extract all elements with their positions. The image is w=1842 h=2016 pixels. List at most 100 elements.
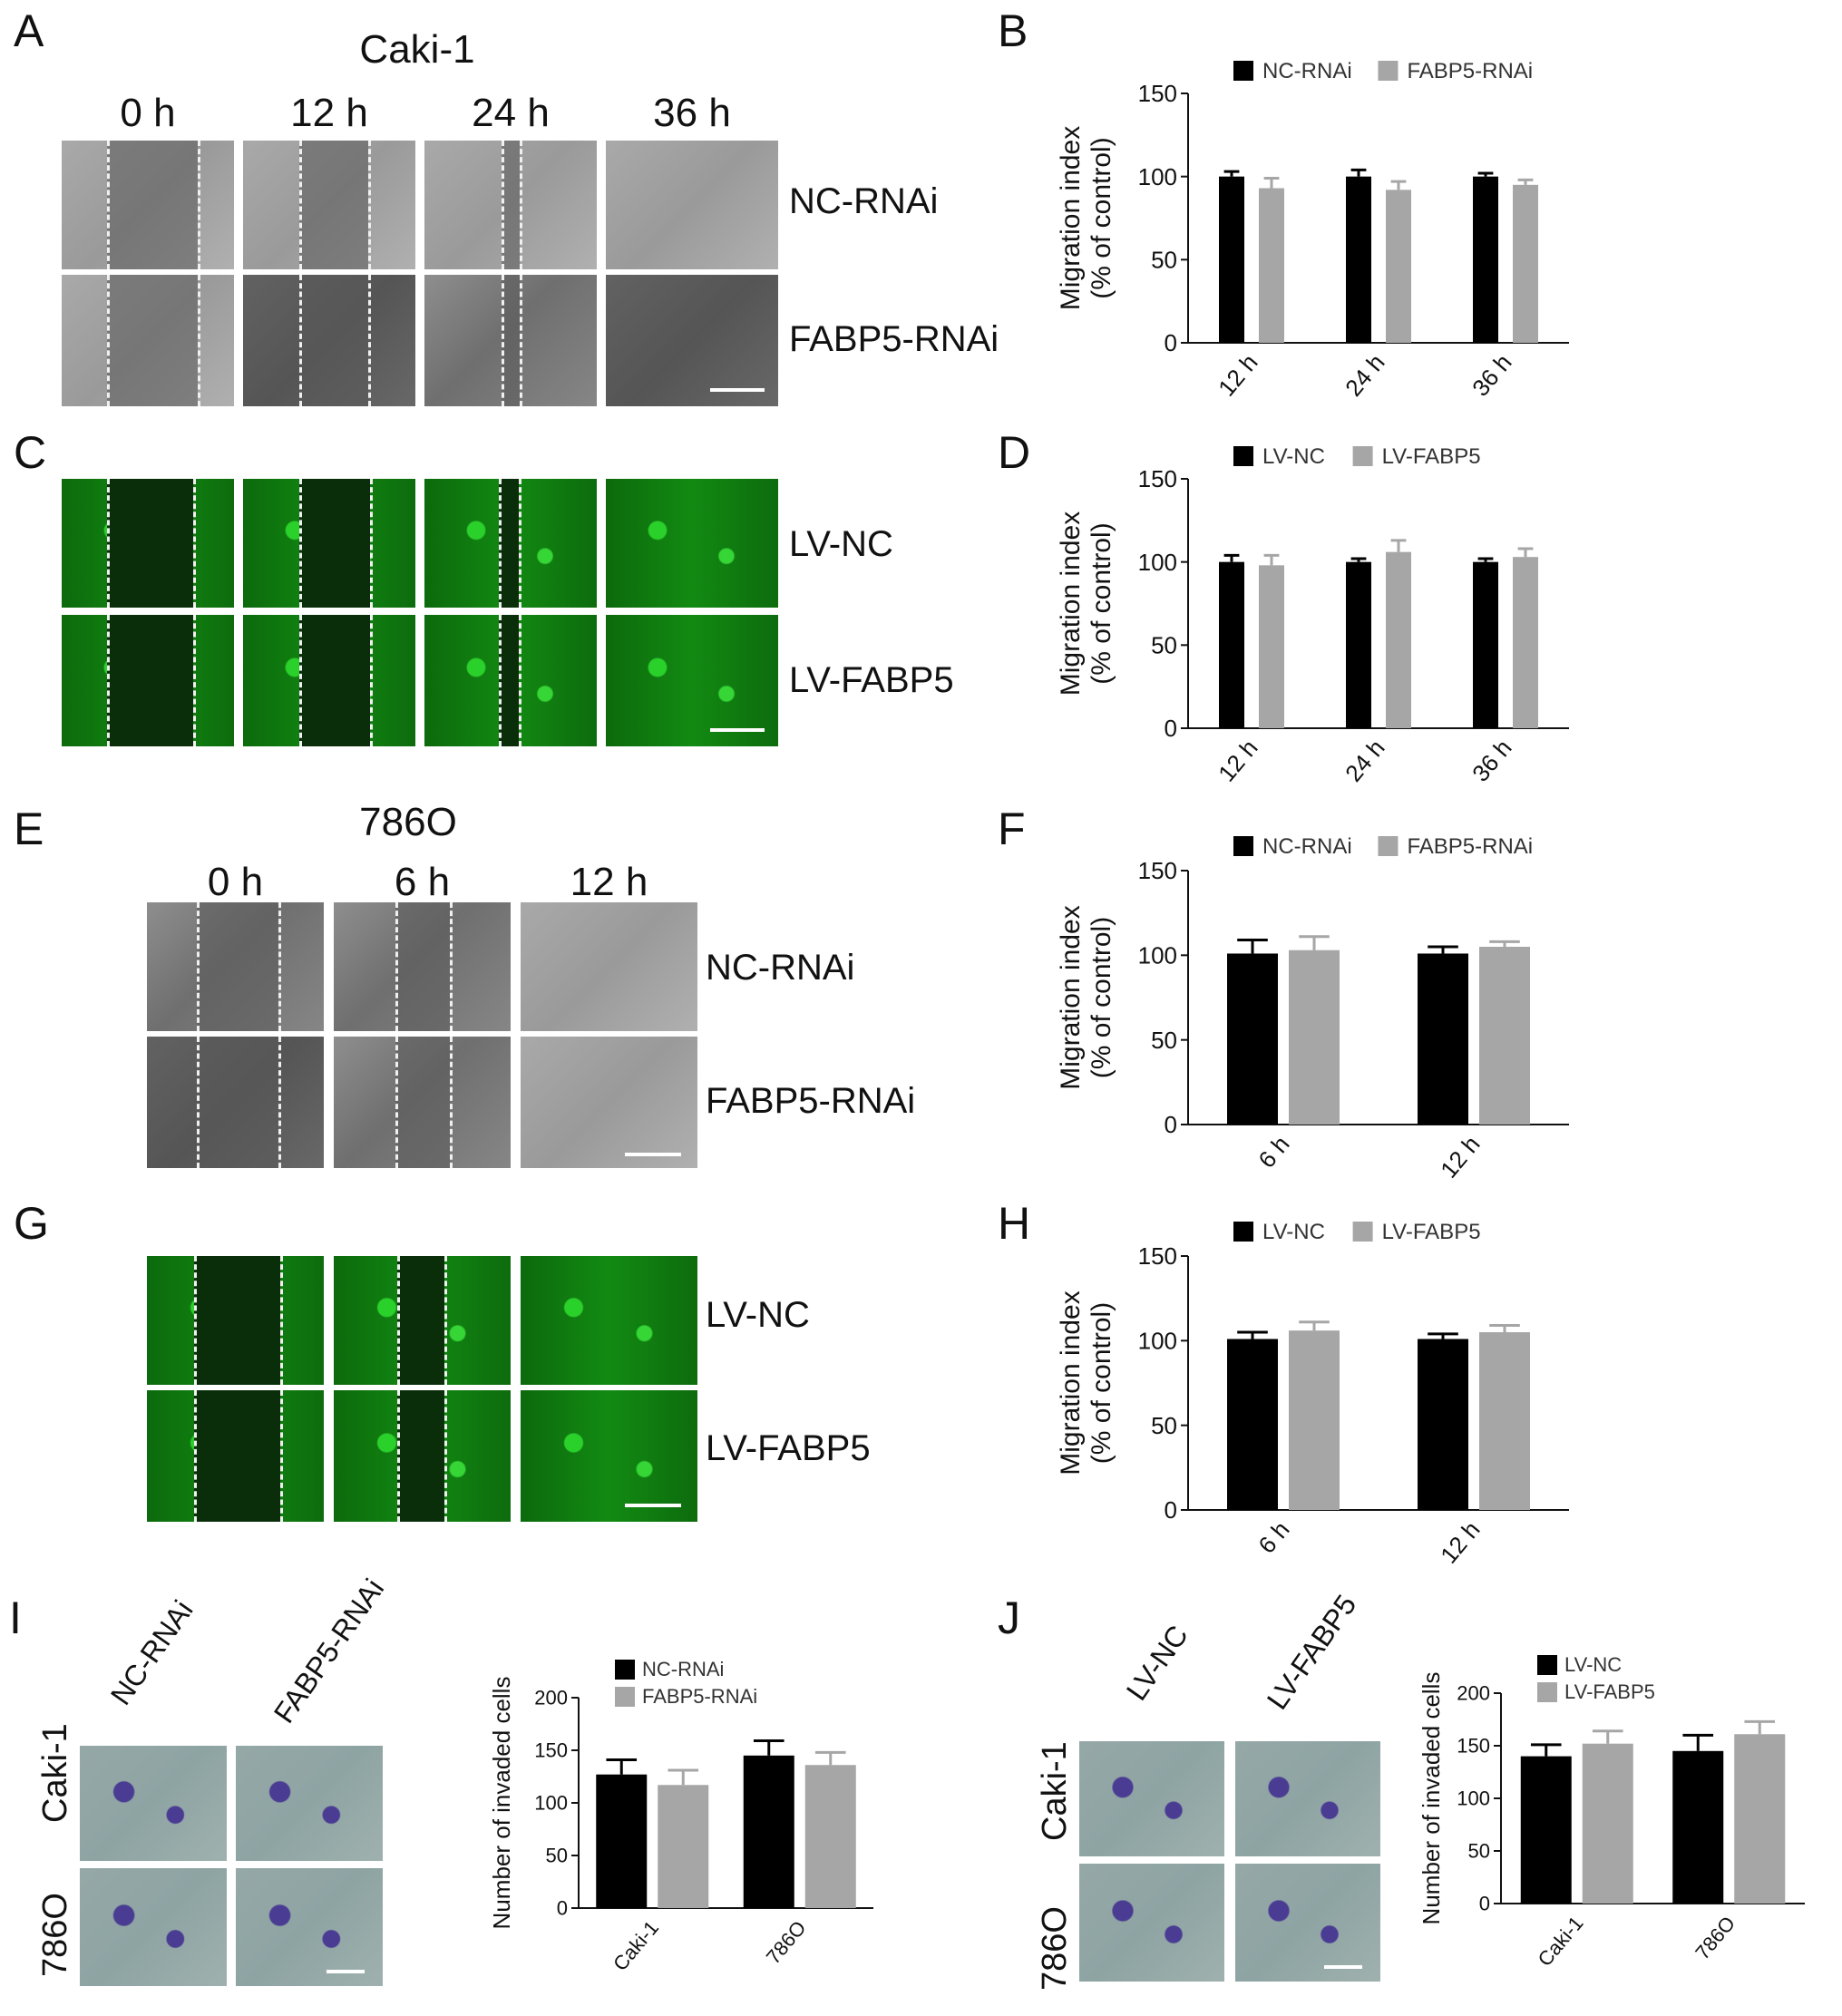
chart-b-ytick-label: 100 bbox=[1138, 163, 1177, 190]
panel-letter-e: E bbox=[14, 803, 44, 854]
chart-b-xtick-label: 12 h bbox=[1213, 349, 1263, 402]
chart-f-xtick-label: 12 h bbox=[1435, 1131, 1486, 1183]
chart-h-bar bbox=[1418, 1339, 1468, 1510]
chart-i-xtick-label: Caki-1 bbox=[609, 1916, 663, 1975]
panel-a-time-0: 0 h bbox=[120, 91, 176, 135]
chart-b-ylabel: Migration index(% of control) bbox=[1056, 126, 1116, 310]
micrograph-c-nc-0h bbox=[62, 479, 234, 608]
chart-b-legend-label: NC-RNAi bbox=[1262, 59, 1352, 83]
chart-d-ytick-label: 150 bbox=[1138, 465, 1177, 492]
chart-f-legend-label: FABP5-RNAi bbox=[1407, 834, 1533, 859]
micrograph-c-lv-24h bbox=[424, 615, 597, 746]
chart-b-bar bbox=[1473, 176, 1498, 343]
chart-d-bar bbox=[1346, 561, 1371, 728]
chart-j-legend-label: LV-NC bbox=[1564, 1653, 1622, 1676]
chart-d-legend-swatch bbox=[1352, 446, 1373, 466]
chart-h-ylabel: Migration index(% of control) bbox=[1056, 1290, 1116, 1475]
panel-letter-b: B bbox=[998, 5, 1028, 56]
panel-a-time-1: 12 h bbox=[290, 91, 368, 135]
chart-h-xtick-label: 12 h bbox=[1435, 1516, 1486, 1569]
micrograph-e-nc-12h bbox=[521, 902, 697, 1031]
chart-j-xtick-label: 786O bbox=[1691, 1912, 1740, 1963]
panel-letter-j: J bbox=[998, 1592, 1020, 1643]
micrograph-a-rnai-12h bbox=[243, 275, 415, 406]
chart-i-legend-label: FABP5-RNAi bbox=[642, 1685, 757, 1708]
chart-d: 0 50 100 150 Migration index(% of control) 12… bbox=[1056, 444, 1569, 787]
chart-d-bar bbox=[1513, 557, 1538, 728]
micrograph-c-nc-36h bbox=[606, 479, 778, 608]
panel-j-row-caki: Caki-1 bbox=[1036, 1741, 1074, 1841]
micrograph-j-786o-lv bbox=[1235, 1864, 1380, 1982]
chart-f-ytick-label: 0 bbox=[1165, 1111, 1177, 1138]
chart-j: 0 50 100 150 200 Number of invaded cells Caki-… bbox=[1418, 1653, 1805, 1971]
chart-h-xtick-label: 6 h bbox=[1252, 1516, 1294, 1559]
chart-d-xtick-label: 12 h bbox=[1213, 735, 1263, 787]
panel-g-row-lv: LV-FABP5 bbox=[706, 1428, 871, 1468]
chart-j-xtick-label: Caki-1 bbox=[1534, 1912, 1588, 1971]
chart-b-bar bbox=[1386, 190, 1411, 343]
chart-h-legend-label: LV-FABP5 bbox=[1382, 1220, 1481, 1244]
panel-i-row-786o: 786O bbox=[36, 1893, 74, 1977]
panel-e-time-2: 12 h bbox=[570, 860, 648, 904]
micrograph-e-rnai-0h bbox=[147, 1037, 324, 1168]
panel-c-row-lv: LV-FABP5 bbox=[789, 660, 954, 700]
chart-d-xtick-label: 36 h bbox=[1467, 735, 1517, 787]
chart-f: 0 50 100 150 Migration index(% of control) 6 … bbox=[1056, 834, 1569, 1183]
micrograph-a-rnai-24h bbox=[424, 275, 597, 406]
micrograph-g-lv-12h bbox=[521, 1390, 697, 1522]
chart-f-ytick-label: 50 bbox=[1151, 1027, 1177, 1054]
chart-d-legend-label: LV-NC bbox=[1262, 444, 1325, 469]
micrograph-a-nc-12h bbox=[243, 141, 415, 269]
chart-b-legend-label: FABP5-RNAi bbox=[1407, 59, 1533, 83]
chart-i-ytick-label: 100 bbox=[534, 1792, 568, 1815]
panel-letter-i: I bbox=[9, 1592, 22, 1643]
chart-h-ytick-label: 0 bbox=[1165, 1496, 1177, 1524]
micrograph-c-nc-12h bbox=[243, 479, 415, 608]
chart-b-ytick-label: 0 bbox=[1165, 329, 1177, 356]
micrograph-i-786o-nc bbox=[80, 1868, 227, 1986]
panel-letter-a: A bbox=[14, 5, 44, 56]
chart-i-bar bbox=[596, 1774, 648, 1908]
chart-i-ytick-label: 150 bbox=[534, 1739, 568, 1762]
micrograph-e-rnai-6h bbox=[334, 1037, 511, 1168]
chart-d-bar bbox=[1259, 565, 1284, 728]
chart-j-ytick-label: 200 bbox=[1457, 1682, 1490, 1705]
micrograph-a-rnai-0h bbox=[62, 275, 234, 406]
chart-h-ytick-label: 50 bbox=[1151, 1412, 1177, 1439]
panel-e-cell-line: 786O bbox=[359, 800, 457, 844]
panel-i-col-nc: NC-RNAi bbox=[103, 1594, 200, 1711]
chart-i-legend-label: NC-RNAi bbox=[642, 1658, 724, 1680]
micrograph-c-lv-0h bbox=[62, 615, 234, 746]
chart-d-legend-swatch bbox=[1233, 446, 1253, 466]
chart-j-ylabel: Number of invaded cells bbox=[1418, 1672, 1445, 1925]
chart-j-bar bbox=[1582, 1743, 1633, 1904]
micrograph-g-nc-0h bbox=[147, 1256, 324, 1385]
chart-d-ylabel: Migration index(% of control) bbox=[1056, 511, 1116, 696]
micrograph-g-nc-6h bbox=[334, 1256, 511, 1385]
panel-e-row-nc: NC-RNAi bbox=[706, 948, 855, 988]
chart-f-ylabel: Migration index(% of control) bbox=[1056, 905, 1116, 1089]
micrograph-e-nc-6h bbox=[334, 902, 511, 1031]
chart-i-legend-swatch bbox=[615, 1660, 635, 1680]
panel-letter-g: G bbox=[14, 1198, 49, 1249]
chart-d-xtick-label: 24 h bbox=[1340, 735, 1390, 787]
panel-e-row-rnai: FABP5-RNAi bbox=[706, 1081, 916, 1121]
micrograph-g-nc-12h bbox=[521, 1256, 697, 1385]
chart-f-legend-swatch bbox=[1378, 836, 1399, 856]
panel-a-cell-line: Caki-1 bbox=[359, 27, 475, 72]
chart-d-bar bbox=[1219, 561, 1244, 728]
chart-h-ytick-label: 100 bbox=[1138, 1327, 1177, 1354]
chart-f-bar bbox=[1289, 950, 1340, 1125]
chart-f-bar bbox=[1479, 947, 1530, 1125]
chart-i-ytick-label: 200 bbox=[534, 1687, 568, 1709]
chart-h-legend-label: LV-NC bbox=[1262, 1220, 1325, 1244]
chart-j-ytick-label: 150 bbox=[1457, 1735, 1490, 1758]
chart-h-bar bbox=[1479, 1332, 1530, 1510]
chart-i-bar bbox=[804, 1765, 856, 1908]
chart-d-legend-label: LV-FABP5 bbox=[1382, 444, 1481, 469]
chart-j-ytick-label: 50 bbox=[1468, 1840, 1490, 1863]
chart-b-bar bbox=[1219, 176, 1244, 343]
micrograph-i-caki-rnai bbox=[236, 1746, 383, 1861]
micrograph-a-nc-36h bbox=[606, 141, 778, 269]
chart-b-xtick-label: 24 h bbox=[1340, 349, 1390, 402]
